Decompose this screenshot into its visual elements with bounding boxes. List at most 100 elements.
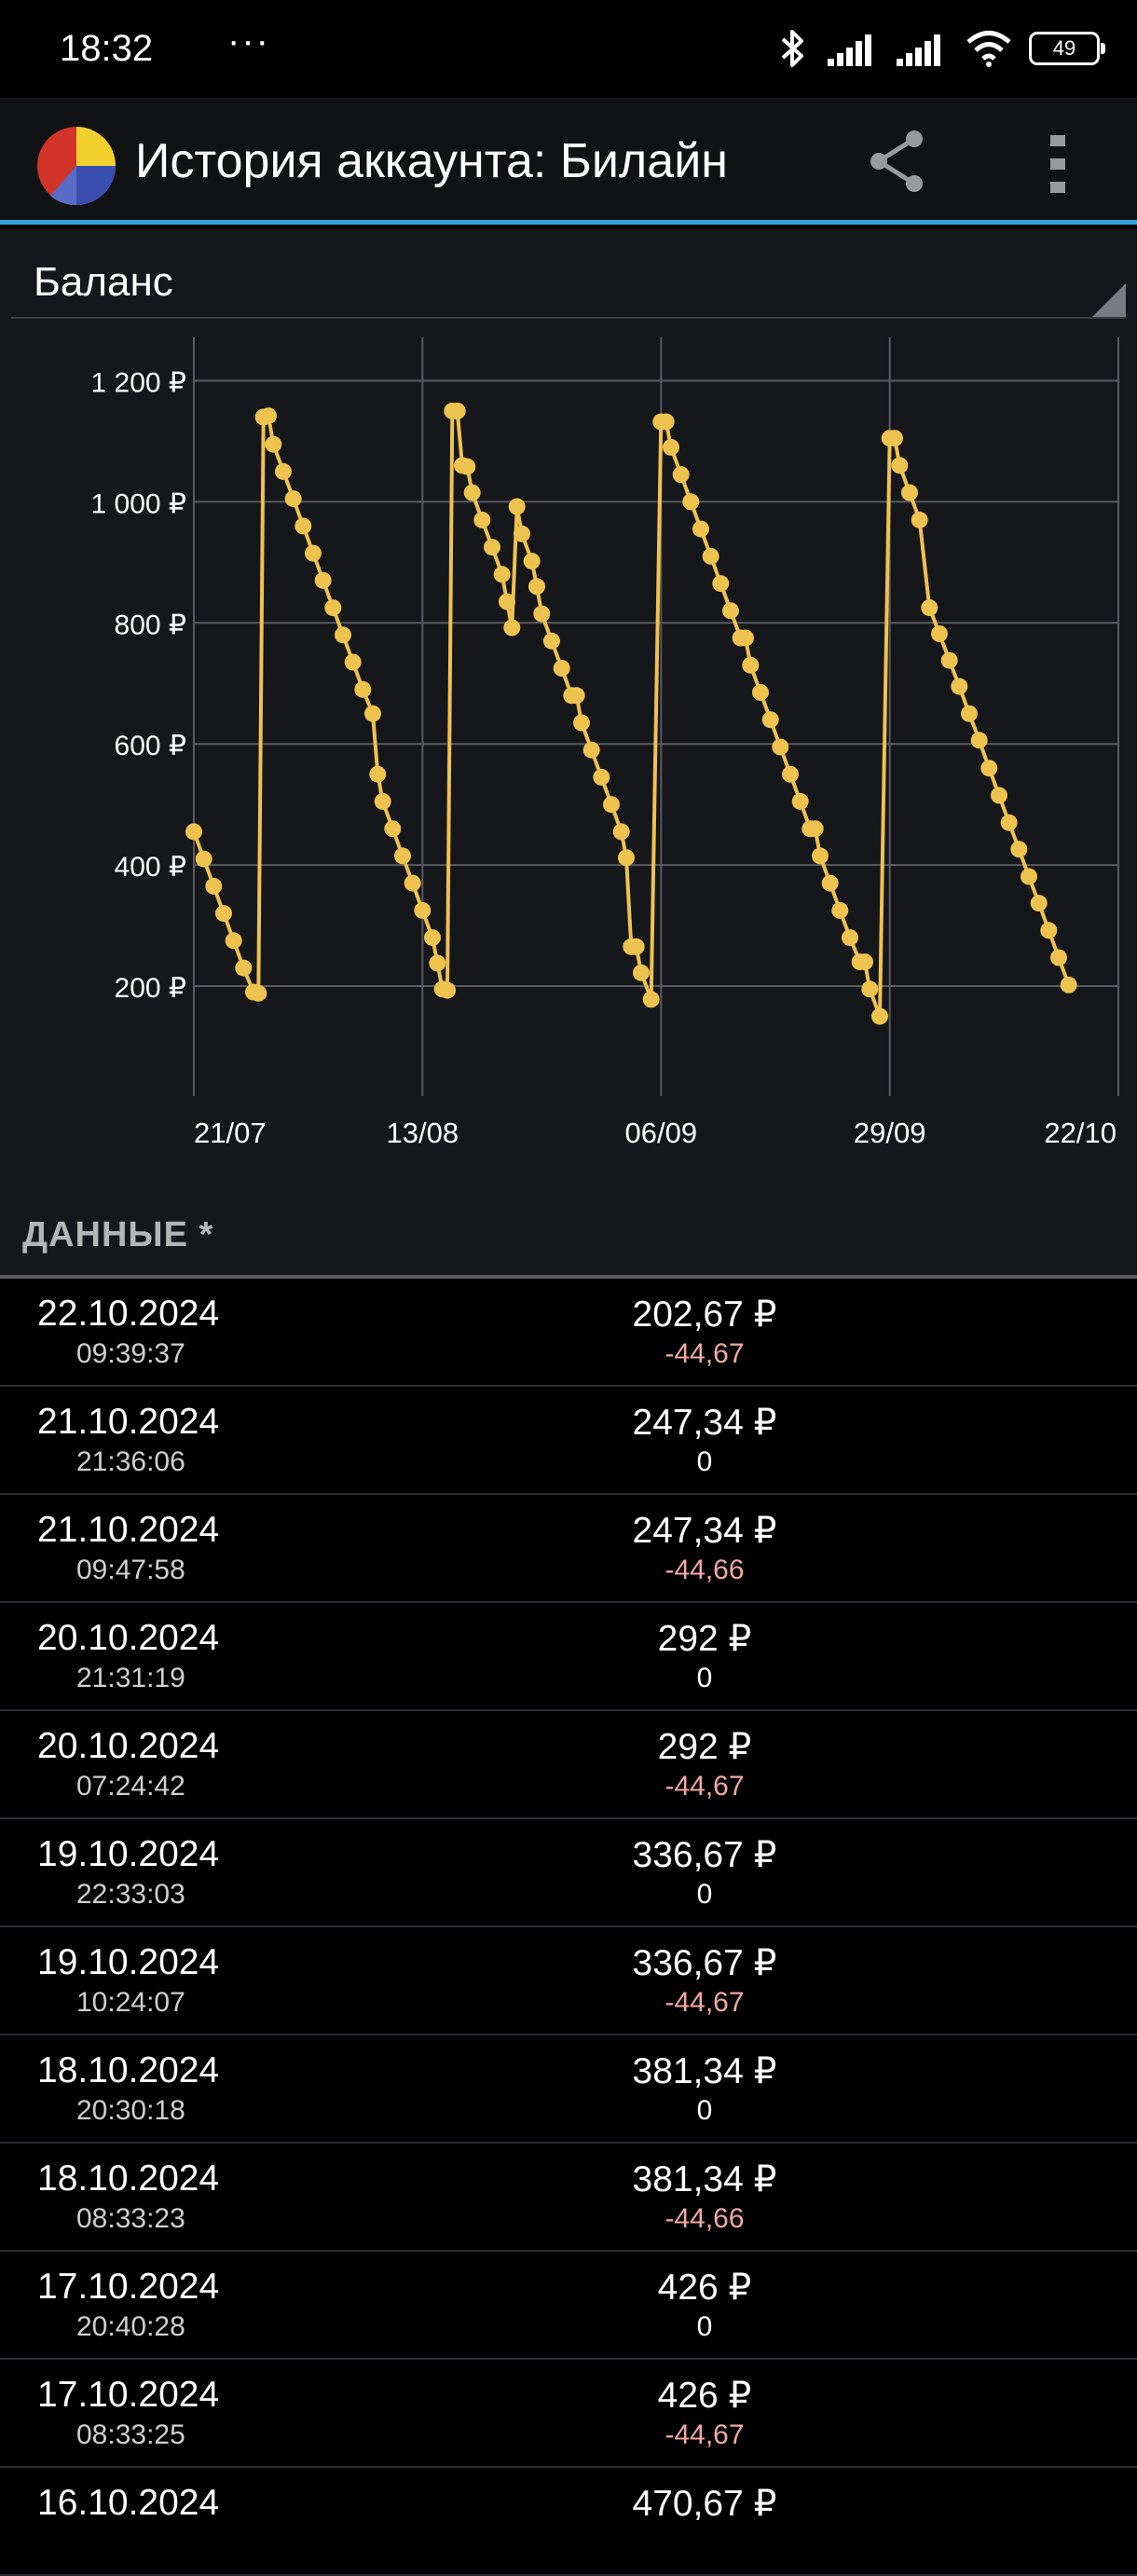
row-delta: 0 — [696, 2311, 713, 2342]
list-item[interactable]: 18.10.2024 20:30:18 381,34 ₽ 0 — [0, 2035, 1137, 2144]
y-tick-label: 1 200 ₽ — [91, 367, 187, 398]
data-point — [961, 705, 978, 722]
list-item[interactable]: 22.10.2024 09:39:37 202,67 ₽ -44,67 — [0, 1279, 1137, 1387]
x-tick-label: 21/07 — [194, 1117, 267, 1149]
y-tick-label: 800 ₽ — [115, 610, 186, 640]
row-date: 22.10.2024 — [37, 1294, 220, 1334]
data-point — [921, 599, 938, 617]
data-point — [752, 684, 769, 701]
data-point — [260, 407, 277, 425]
row-delta: -44,67 — [664, 1771, 745, 1802]
row-time: 20:40:28 — [76, 2311, 185, 2342]
series-dropdown-label: Баланс — [34, 259, 173, 305]
data-point — [1010, 841, 1028, 858]
data-point — [861, 980, 879, 998]
data-point — [499, 593, 515, 610]
data-point — [295, 517, 312, 535]
data-point — [374, 792, 391, 810]
data-section-header: ДАННЫЕ * — [0, 1208, 1137, 1275]
data-point — [842, 929, 858, 947]
row-date: 21.10.2024 — [37, 1402, 220, 1442]
row-amount: 381,34 ₽ — [632, 2159, 777, 2199]
data-point — [508, 498, 526, 515]
data-point — [543, 632, 560, 650]
data-point — [970, 732, 988, 749]
row-time: 09:47:58 — [76, 1555, 185, 1585]
data-point — [618, 849, 635, 867]
data-point — [314, 571, 332, 589]
row-amount: 470,67 ₽ — [632, 2484, 777, 2524]
data-point — [568, 687, 585, 705]
data-point — [582, 741, 600, 759]
share-icon[interactable] — [862, 126, 933, 197]
list-item[interactable]: 16.10.2024 470,67 ₽ — [0, 2468, 1137, 2576]
data-point — [663, 438, 679, 456]
data-point — [1060, 976, 1077, 993]
row-amount: 426 ₽ — [657, 2268, 752, 2308]
data-point — [682, 493, 700, 511]
data-point — [1040, 922, 1058, 939]
data-point — [742, 656, 760, 674]
data-point — [195, 850, 212, 868]
data-point — [991, 787, 1007, 804]
chart-panel: Баланс 1 200 ₽ 1 000 ₽ 800 ₽ 600 ₽ 400 ₽ 200 … — [0, 229, 1137, 1208]
data-point — [821, 874, 839, 892]
data-point — [250, 984, 267, 1002]
row-time: 09:39:37 — [76, 1338, 185, 1369]
data-point — [384, 820, 402, 838]
y-tick-label: 200 ₽ — [115, 973, 186, 1004]
data-point — [791, 792, 809, 810]
data-point — [484, 539, 500, 556]
data-point — [627, 938, 645, 955]
x-tick-label: 22/10 — [1044, 1117, 1116, 1149]
list-item[interactable]: 21.10.2024 21:36:06 247,34 ₽ 0 — [0, 1387, 1137, 1495]
list-item[interactable]: 19.10.2024 22:33:03 336,67 ₽ 0 — [0, 1819, 1137, 1927]
data-point — [265, 435, 282, 453]
row-date: 18.10.2024 — [37, 2158, 220, 2199]
status-time: 18:32 — [60, 28, 154, 69]
data-point — [856, 953, 873, 971]
row-date: 17.10.2024 — [37, 2267, 220, 2307]
data-point — [931, 625, 948, 642]
data-point — [1000, 814, 1018, 831]
row-delta: 0 — [696, 2095, 713, 2126]
dropdown-triangle-icon — [1092, 283, 1126, 317]
row-time: 21:36:06 — [76, 1446, 185, 1477]
row-amount: 247,34 ₽ — [632, 1403, 777, 1443]
row-amount: 202,67 ₽ — [632, 1295, 777, 1335]
more-options-icon[interactable] — [1044, 131, 1072, 197]
list-item[interactable]: 18.10.2024 08:33:23 381,34 ₽ -44,66 — [0, 2144, 1137, 2252]
list-item[interactable]: 21.10.2024 09:47:58 247,34 ₽ -44,66 — [0, 1495, 1137, 1603]
row-amount: 292 ₽ — [657, 1727, 752, 1767]
data-point — [603, 796, 620, 814]
row-date: 21.10.2024 — [37, 1510, 220, 1550]
data-point — [891, 457, 909, 474]
data-point — [692, 520, 709, 538]
list-item[interactable]: 19.10.2024 10:24:07 336,67 ₽ -44,67 — [0, 1927, 1137, 2035]
data-point — [473, 511, 491, 528]
list-item[interactable]: 17.10.2024 08:33:25 426 ₽ -44,67 — [0, 2360, 1137, 2468]
list-item[interactable]: 20.10.2024 21:31:19 292 ₽ 0 — [0, 1603, 1137, 1711]
series-dropdown[interactable]: Баланс — [11, 246, 1126, 319]
data-point — [404, 874, 421, 892]
data-point — [553, 660, 570, 677]
row-delta: 0 — [696, 1663, 713, 1693]
data-point — [523, 553, 541, 570]
row-date: 18.10.2024 — [37, 2050, 220, 2090]
data-point — [493, 566, 511, 583]
data-point — [215, 905, 232, 923]
row-time: 08:33:23 — [76, 2203, 185, 2234]
row-time: 22:33:03 — [76, 1879, 185, 1910]
data-point — [533, 605, 551, 623]
list-item[interactable]: 20.10.2024 07:24:42 292 ₽ -44,67 — [0, 1711, 1137, 1819]
x-tick-label: 13/08 — [387, 1117, 459, 1149]
data-point — [702, 547, 719, 565]
row-time: 08:33:25 — [76, 2419, 185, 2450]
row-delta: 0 — [696, 1446, 713, 1477]
row-amount: 336,67 ₽ — [632, 1943, 777, 1983]
list-item[interactable]: 17.10.2024 20:40:28 426 ₽ 0 — [0, 2252, 1137, 2360]
data-point — [235, 959, 253, 977]
data-point — [205, 877, 223, 895]
data-point — [633, 964, 650, 981]
data-point — [806, 820, 824, 838]
